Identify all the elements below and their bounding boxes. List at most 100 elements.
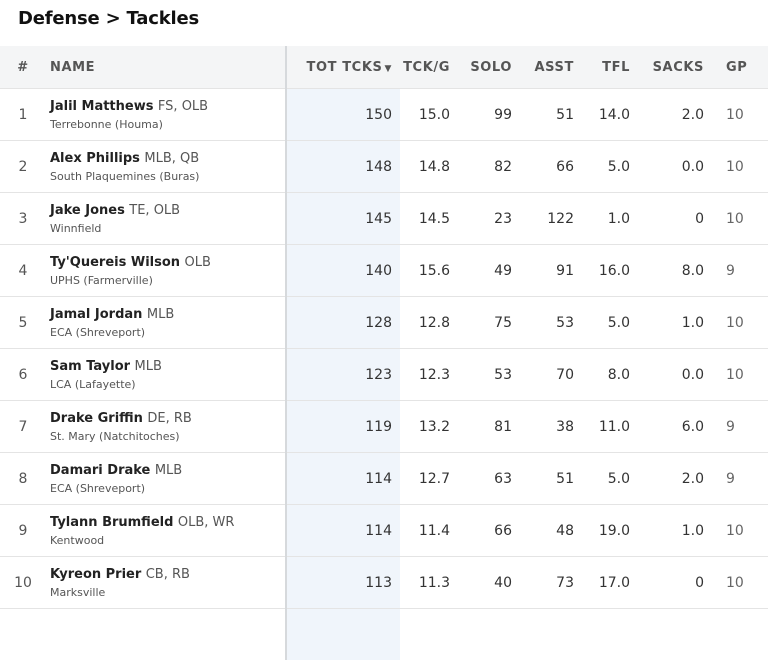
- tot-tcks-cell: 119: [286, 401, 400, 453]
- tfl-cell: 1.0: [586, 193, 642, 245]
- player-position: MLB: [135, 359, 162, 374]
- gp-cell: 10: [716, 193, 768, 245]
- player-position: OLB: [184, 255, 210, 270]
- player-school: Marksville: [50, 586, 285, 599]
- player-cell: Tylann Brumfield OLB, WR Kentwood: [46, 505, 286, 557]
- rank-cell: 2: [0, 141, 46, 193]
- player-name-link[interactable]: Jake Jones: [50, 203, 125, 218]
- col-header-tfl[interactable]: TFL: [586, 46, 642, 89]
- rank-cell: 1: [0, 89, 46, 141]
- tfl-cell: 16.0: [586, 245, 642, 297]
- gp-cell: 10: [716, 89, 768, 141]
- col-header-asst[interactable]: ASST: [524, 46, 586, 89]
- solo-cell: 66: [462, 505, 524, 557]
- gp-cell: 9: [716, 245, 768, 297]
- asst-cell: 38: [524, 401, 586, 453]
- tckg-cell: 12.7: [400, 453, 462, 505]
- tot-tcks-cell: 123: [286, 349, 400, 401]
- tfl-cell: 14.0: [586, 89, 642, 141]
- sacks-cell: 0: [642, 557, 716, 609]
- player-position: OLB, WR: [178, 515, 235, 530]
- gp-cell: 9: [716, 401, 768, 453]
- tackles-table: # NAME TOT TCKS▼ TCK/G SOLO ASST TFL SAC…: [0, 46, 768, 660]
- rank-cell: 5: [0, 297, 46, 349]
- sort-desc-icon: ▼: [384, 64, 392, 74]
- col-header-gp[interactable]: GP: [716, 46, 768, 89]
- table-header-row: # NAME TOT TCKS▼ TCK/G SOLO ASST TFL SAC…: [0, 46, 768, 89]
- player-position: FS, OLB: [158, 99, 208, 114]
- tfl-cell: 8.0: [586, 349, 642, 401]
- tckg-cell: 15.6: [400, 245, 462, 297]
- player-position: DE, RB: [147, 411, 191, 426]
- solo-cell: 40: [462, 557, 524, 609]
- tckg-cell: 15.0: [400, 89, 462, 141]
- solo-cell: 23: [462, 193, 524, 245]
- gp-cell: 10: [716, 141, 768, 193]
- col-header-solo[interactable]: SOLO: [462, 46, 524, 89]
- tfl-cell: 5.0: [586, 453, 642, 505]
- player-cell: Damari Drake MLB ECA (Shreveport): [46, 453, 286, 505]
- player-name-link[interactable]: Jamal Jordan: [50, 307, 142, 322]
- asst-cell: 73: [524, 557, 586, 609]
- col-header-rank[interactable]: #: [0, 46, 46, 89]
- player-school: South Plaquemines (Buras): [50, 170, 285, 183]
- table-row: 1 Jalil Matthews FS, OLB Terrebonne (Houma…: [0, 89, 768, 141]
- solo-cell: 81: [462, 401, 524, 453]
- gp-cell: 10: [716, 349, 768, 401]
- player-name-link[interactable]: Tylann Brumfield: [50, 515, 173, 530]
- page-title: Defense > Tackles: [18, 6, 199, 32]
- tckg-cell: 13.2: [400, 401, 462, 453]
- col-header-sacks[interactable]: SACKS: [642, 46, 716, 89]
- tckg-cell: 14.5: [400, 193, 462, 245]
- sacks-cell: 1.0: [642, 505, 716, 557]
- col-header-name[interactable]: NAME: [46, 46, 286, 89]
- player-name-link[interactable]: Kyreon Prier: [50, 567, 141, 582]
- tot-tcks-cell: 150: [286, 89, 400, 141]
- player-name-link[interactable]: Jalil Matthews: [50, 99, 153, 114]
- player-school: Terrebonne (Houma): [50, 118, 285, 131]
- rank-cell: 8: [0, 453, 46, 505]
- tot-tcks-cell: 140: [286, 245, 400, 297]
- player-school: ECA (Shreveport): [50, 482, 285, 495]
- solo-cell: 75: [462, 297, 524, 349]
- sacks-cell: 1.0: [642, 297, 716, 349]
- player-position: MLB: [147, 307, 174, 322]
- player-name-link[interactable]: Ty'Quereis Wilson: [50, 255, 180, 270]
- player-cell: Jalil Matthews FS, OLB Terrebonne (Houma): [46, 89, 286, 141]
- player-name-link[interactable]: Alex Phillips: [50, 151, 140, 166]
- gp-cell: 10: [716, 557, 768, 609]
- tot-tcks-cell: 114: [286, 453, 400, 505]
- player-school: Kentwood: [50, 534, 285, 547]
- sacks-cell: 0: [642, 193, 716, 245]
- gp-cell: 10: [716, 297, 768, 349]
- sacks-cell: 8.0: [642, 245, 716, 297]
- player-school: Winnfield: [50, 222, 285, 235]
- player-name-link[interactable]: Damari Drake: [50, 463, 150, 478]
- player-school: LCA (Lafayette): [50, 378, 285, 391]
- col-header-tckg[interactable]: TCK/G: [400, 46, 462, 89]
- player-position: MLB: [155, 463, 182, 478]
- col-header-tot-tcks[interactable]: TOT TCKS▼: [286, 46, 400, 89]
- player-name-link[interactable]: Sam Taylor: [50, 359, 130, 374]
- asst-cell: 51: [524, 453, 586, 505]
- solo-cell: 82: [462, 141, 524, 193]
- rank-cell: 7: [0, 401, 46, 453]
- tckg-cell: 11.4: [400, 505, 462, 557]
- gp-cell: 9: [716, 453, 768, 505]
- player-name-link[interactable]: Drake Griffin: [50, 411, 143, 426]
- tfl-cell: 5.0: [586, 297, 642, 349]
- asst-cell: 53: [524, 297, 586, 349]
- sacks-cell: 6.0: [642, 401, 716, 453]
- solo-cell: 63: [462, 453, 524, 505]
- solo-cell: 49: [462, 245, 524, 297]
